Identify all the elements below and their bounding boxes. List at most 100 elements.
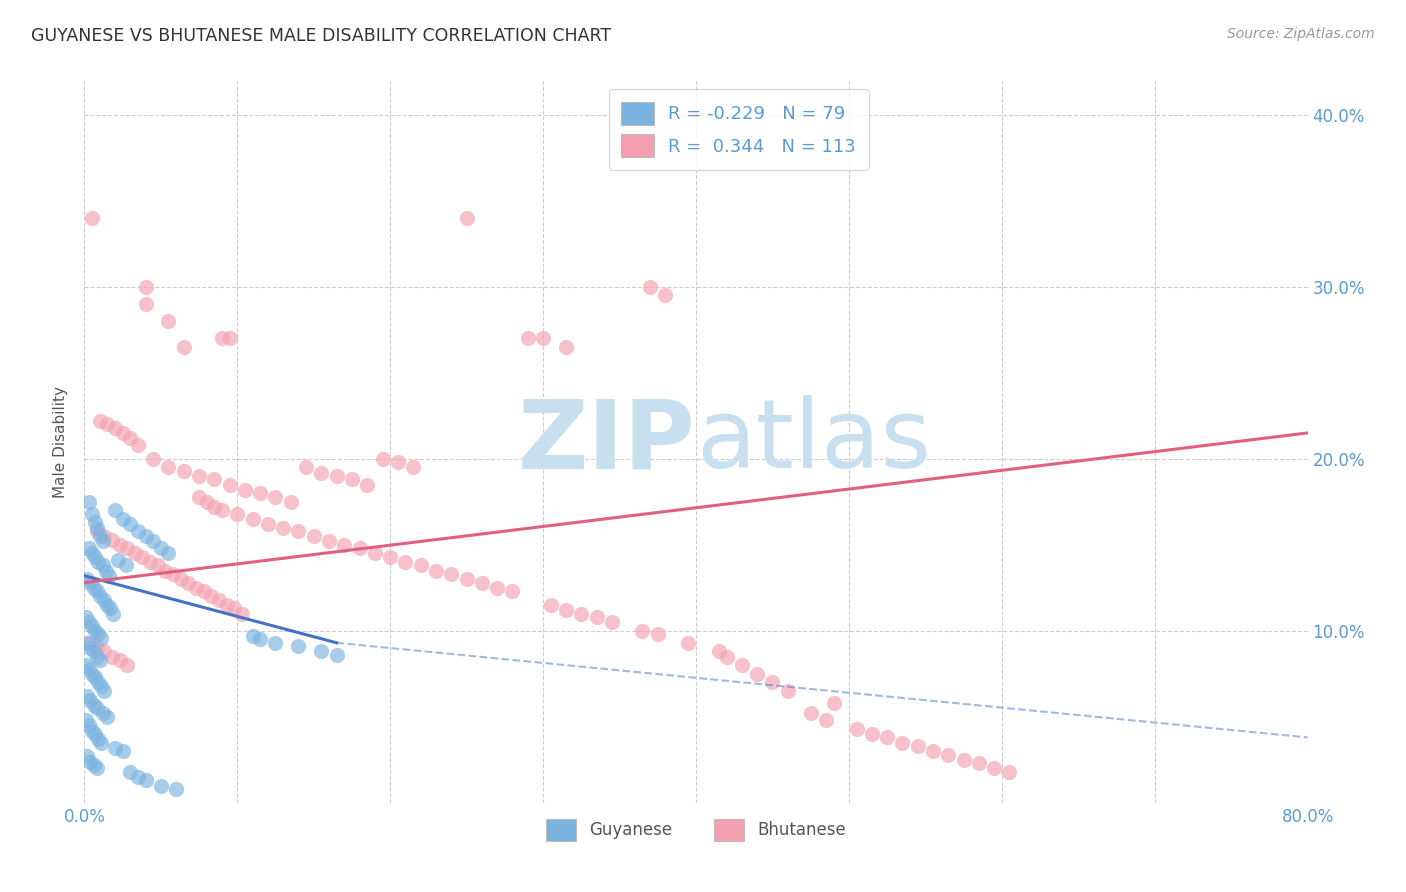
Point xyxy=(89,653,111,667)
Point xyxy=(569,607,592,621)
Point xyxy=(193,584,215,599)
Point xyxy=(142,534,165,549)
Point xyxy=(242,629,264,643)
Point xyxy=(124,546,146,560)
Point xyxy=(202,500,225,514)
Point xyxy=(936,747,959,762)
Point xyxy=(98,601,121,615)
Y-axis label: Male Disability: Male Disability xyxy=(53,385,69,498)
Point xyxy=(302,529,325,543)
Point xyxy=(371,451,394,466)
Point xyxy=(80,507,103,521)
Point xyxy=(333,538,356,552)
Point xyxy=(86,701,108,715)
Point xyxy=(96,417,118,432)
Point xyxy=(224,601,246,615)
Point xyxy=(90,735,112,749)
Point xyxy=(952,753,974,767)
Point xyxy=(162,567,184,582)
Point xyxy=(83,698,105,712)
Point xyxy=(364,546,387,560)
Point xyxy=(440,567,463,582)
Point xyxy=(135,279,157,293)
Point xyxy=(356,477,378,491)
Point xyxy=(79,692,101,706)
Point xyxy=(93,684,115,698)
Point xyxy=(89,590,111,604)
Point xyxy=(891,735,914,749)
Point xyxy=(211,503,233,517)
Point xyxy=(983,761,1005,775)
Point xyxy=(280,494,302,508)
Point xyxy=(555,340,578,354)
Point xyxy=(860,727,883,741)
Point xyxy=(287,639,309,653)
Point xyxy=(907,739,929,753)
Point xyxy=(120,517,142,532)
Point xyxy=(77,636,100,650)
Point xyxy=(555,603,578,617)
Point xyxy=(77,718,100,732)
Point xyxy=(157,546,180,560)
Text: Source: ZipAtlas.com: Source: ZipAtlas.com xyxy=(1227,27,1375,41)
Point xyxy=(86,761,108,775)
Point xyxy=(87,675,110,690)
Point xyxy=(101,533,124,547)
Point xyxy=(79,755,101,769)
Legend: Guyanese, Bhutanese: Guyanese, Bhutanese xyxy=(534,807,858,852)
Point xyxy=(101,649,124,664)
Point xyxy=(77,615,100,630)
Point xyxy=(157,460,180,475)
Point xyxy=(814,713,837,727)
Point xyxy=(80,211,103,225)
Point xyxy=(103,607,125,621)
Point xyxy=(233,483,256,497)
Point xyxy=(173,340,195,354)
Point xyxy=(540,598,562,612)
Point xyxy=(349,541,371,556)
Point xyxy=(77,662,100,676)
Point xyxy=(502,584,524,599)
Point xyxy=(135,297,157,311)
Point xyxy=(79,640,101,655)
Point xyxy=(111,744,134,758)
Point xyxy=(170,572,193,586)
Point xyxy=(135,773,157,788)
Point xyxy=(823,696,845,710)
Point xyxy=(111,512,134,526)
Point xyxy=(761,675,783,690)
Point xyxy=(155,564,177,578)
Point xyxy=(89,529,111,543)
Point xyxy=(731,658,754,673)
Point xyxy=(149,541,172,556)
Point xyxy=(998,764,1021,779)
Point xyxy=(127,438,149,452)
Point xyxy=(165,782,187,797)
Point xyxy=(215,598,238,612)
Point xyxy=(647,627,669,641)
Point xyxy=(108,653,131,667)
Point xyxy=(845,722,868,736)
Point xyxy=(86,520,108,534)
Point xyxy=(631,624,654,638)
Point xyxy=(325,469,347,483)
Point xyxy=(76,689,98,703)
Point xyxy=(77,541,100,556)
Point xyxy=(287,524,309,538)
Point xyxy=(249,486,271,500)
Point xyxy=(84,670,107,684)
Point xyxy=(86,584,108,599)
Point xyxy=(776,684,799,698)
Point xyxy=(264,636,287,650)
Point xyxy=(90,631,112,645)
Point xyxy=(264,490,287,504)
Point xyxy=(747,666,769,681)
Point xyxy=(111,425,134,440)
Point xyxy=(80,618,103,632)
Point xyxy=(77,494,100,508)
Point xyxy=(876,731,898,745)
Point xyxy=(86,649,108,664)
Point xyxy=(75,713,97,727)
Point xyxy=(96,598,118,612)
Point xyxy=(115,658,138,673)
